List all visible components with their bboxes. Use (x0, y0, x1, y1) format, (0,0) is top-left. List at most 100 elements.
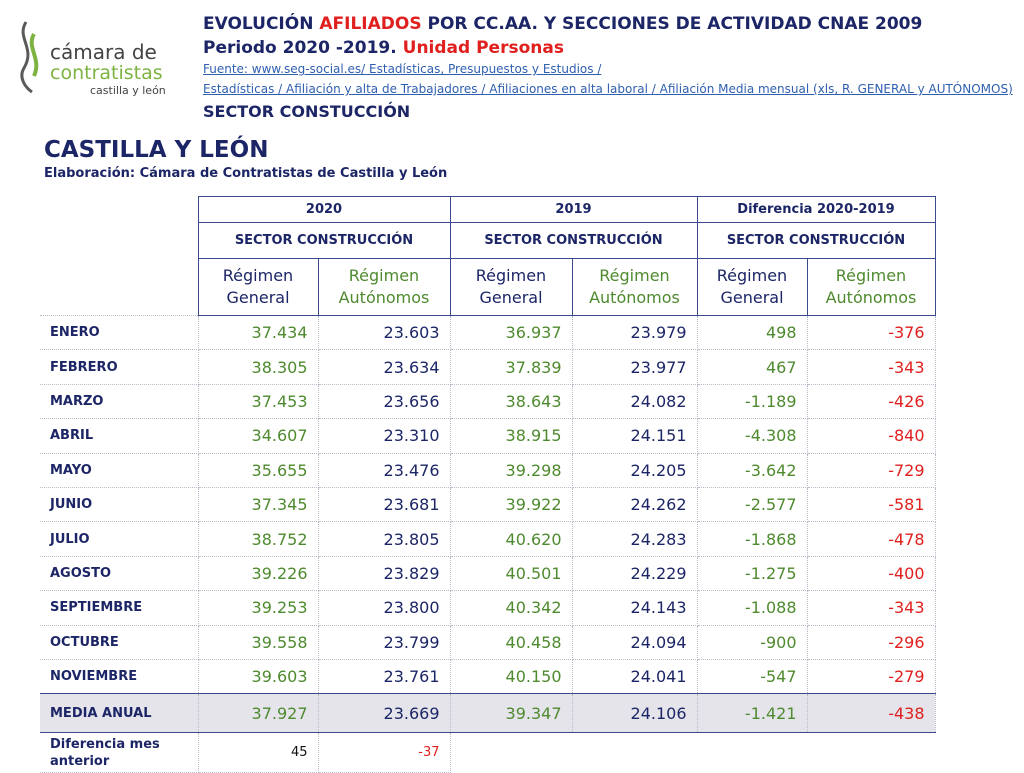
value-cell: 37.434 (197, 314, 319, 351)
regime-header: Régimen General (696, 258, 808, 316)
value-cell: -478 (806, 521, 936, 557)
credit: Elaboración: Cámara de Contratistas de C… (44, 166, 448, 181)
value-cell: -581 (806, 486, 936, 523)
value-cell: 40.501 (449, 555, 573, 592)
data-row: OCTUBRE 39.558 23.799 40.458 24.094 -900 -296 (40, 624, 936, 660)
data-row: NOVIEMBRE 39.603 23.761 40.150 24.041 -547 -27… (40, 658, 936, 695)
blank-cell (40, 197, 198, 223)
regime-label: Régimen (835, 266, 907, 285)
source-link[interactable]: Fuente: www.seg-social.es/ Estadísticas,… (203, 62, 602, 76)
value-cell: -279 (806, 658, 936, 695)
value-cell: 24.082 (571, 383, 698, 420)
data-row: JUNIO 37.345 23.681 39.922 24.262 -2.577 -581 (40, 486, 936, 523)
sector-header: SECTOR CONSTRUCCIÓN (696, 222, 936, 259)
row-label: NOVIEMBRE (40, 658, 199, 695)
value-cell: 23.829 (317, 555, 451, 592)
regime-label: Régimen (222, 266, 294, 285)
regime-label: Régimen (475, 266, 547, 285)
year-header: Diferencia 2020-2019 (696, 196, 936, 223)
data-row: MAYO 35.655 23.476 39.298 24.205 -3.642 -729 (40, 452, 936, 488)
data-row: ABRIL 34.607 23.310 38.915 24.151 -4.308 -840 (40, 418, 936, 454)
value-cell: 24.094 (571, 624, 698, 660)
logo-mark (20, 21, 39, 94)
value-cell: 37.927 (197, 693, 319, 734)
value-cell: -376 (806, 314, 936, 351)
value-cell: 24.041 (571, 658, 698, 695)
value-cell: 37.345 (197, 486, 319, 523)
value-cell: 40.458 (449, 624, 573, 660)
value-cell: 38.915 (449, 418, 573, 454)
data-row: AGOSTO 39.226 23.829 40.501 24.229 -1.275 -400 (40, 555, 936, 592)
value-cell: 24.106 (571, 693, 698, 734)
value-cell: 23.310 (317, 418, 451, 454)
value-cell: -3.642 (696, 452, 808, 488)
data-row: ENERO 37.434 23.603 36.937 23.979 498 -376 (40, 314, 936, 351)
row-label: ENERO (40, 314, 199, 351)
value-cell: 39.603 (197, 658, 319, 695)
region-title: CASTILLA Y LEÓN (44, 137, 269, 163)
value-cell: 39.298 (449, 452, 573, 488)
value-cell: -1.088 (696, 590, 808, 626)
value-cell: -343 (806, 590, 936, 626)
row-label: SEPTIEMBRE (40, 590, 199, 626)
row-label: MARZO (40, 383, 199, 420)
regime-label: General (479, 288, 543, 307)
row-label: FEBRERO (40, 349, 199, 385)
value-cell: 23.476 (317, 452, 451, 488)
year-header: 2020 (197, 196, 451, 223)
row-label: MEDIA ANUAL (40, 693, 199, 734)
value-cell: 24.283 (571, 521, 698, 557)
data-row: JULIO 38.752 23.805 40.620 24.283 -1.868 -478 (40, 521, 936, 557)
value-cell: -900 (696, 624, 808, 660)
data-row: FEBRERO 38.305 23.634 37.839 23.977 467 -343 (40, 349, 936, 385)
source-link[interactable]: Estadísticas / Afiliación y alta de Trab… (203, 82, 1013, 96)
value-cell: -37 (317, 732, 451, 773)
value-cell: 23.805 (317, 521, 451, 557)
data-table: 2020 2019 Diferencia 2020-2019 SECTOR CONST… (40, 196, 936, 773)
regime-label: Régimen (348, 266, 420, 285)
header-row: SECTOR CONSTRUCCIÓN SECTOR CONSTRUCCIÓN SE… (40, 222, 936, 259)
period-unit: Unidad Personas (402, 38, 564, 58)
blank-cell (40, 223, 198, 259)
regime-label: Autónomos (338, 288, 430, 307)
value-cell: -729 (806, 452, 936, 488)
title-highlight: AFILIADOS (319, 14, 422, 34)
value-cell: 39.347 (449, 693, 573, 734)
value-cell: 37.453 (197, 383, 319, 420)
value-cell: 23.979 (571, 314, 698, 351)
value-cell: 35.655 (197, 452, 319, 488)
data-row: MARZO 37.453 23.656 38.643 24.082 -1.189 -426 (40, 383, 936, 420)
value-cell: -2.577 (696, 486, 808, 523)
logo-line2: contratistas (50, 62, 163, 84)
value-cell: 45 (197, 732, 319, 773)
blank-cell (40, 259, 198, 316)
header-row: 2020 2019 Diferencia 2020-2019 (40, 196, 936, 223)
value-cell: 36.937 (449, 314, 573, 351)
value-cell: 24.205 (571, 452, 698, 488)
regime-header: Régimen Autónomos (571, 258, 698, 316)
value-cell: -1.275 (696, 555, 808, 592)
value-cell: 40.342 (449, 590, 573, 626)
value-cell: -438 (806, 693, 936, 734)
header-row: Régimen General Régimen Autónomos Régimen Gen… (40, 258, 936, 316)
value-cell: -1.421 (696, 693, 808, 734)
value-cell: -1.189 (696, 383, 808, 420)
title-part: EVOLUCIÓN (203, 14, 320, 34)
sector-header: SECTOR CONSTRUCCIÓN (449, 222, 698, 259)
value-cell: 23.977 (571, 349, 698, 385)
logo-line3: castilla y león (90, 84, 166, 97)
value-cell: 24.143 (571, 590, 698, 626)
title: EVOLUCIÓN AFILIADOS POR CC.AA. Y SECCION… (203, 14, 922, 34)
value-cell: 38.752 (197, 521, 319, 557)
value-cell: 23.799 (317, 624, 451, 660)
value-cell: 23.603 (317, 314, 451, 351)
row-label: MAYO (40, 452, 199, 488)
regime-header: Régimen Autónomos (806, 258, 936, 316)
value-cell: 498 (696, 314, 808, 351)
regime-header: Régimen General (197, 258, 319, 316)
row-label: OCTUBRE (40, 624, 199, 660)
value-cell: 23.800 (317, 590, 451, 626)
value-cell: -840 (806, 418, 936, 454)
data-row: MEDIA ANUAL 37.927 23.669 39.347 24.106 -1.42… (40, 693, 936, 734)
